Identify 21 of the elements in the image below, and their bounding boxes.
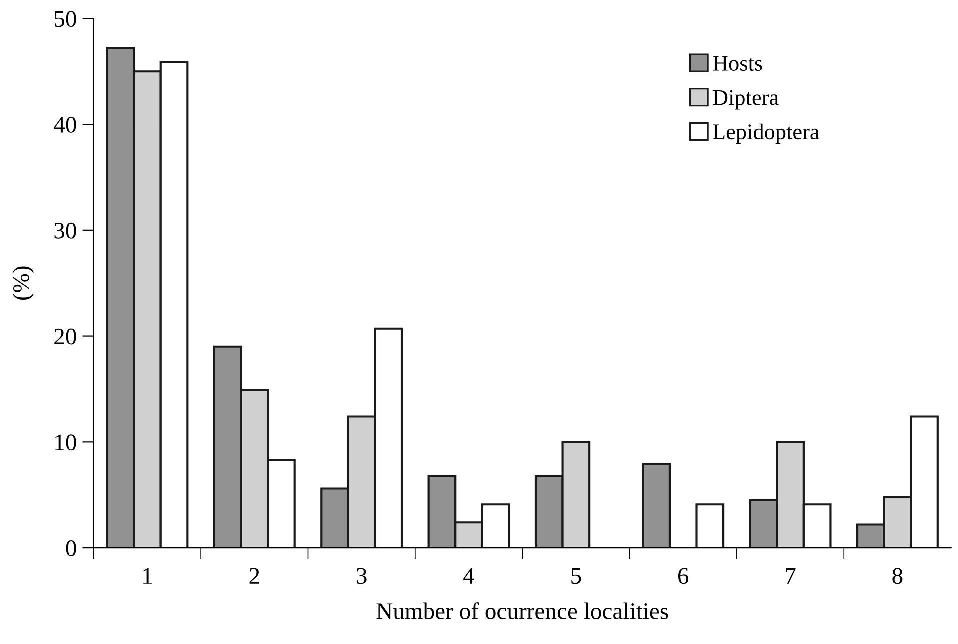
x-axis-title: Number of ocurrence localities xyxy=(376,602,668,620)
legend-label: Hosts xyxy=(713,56,762,71)
y-axis-title: (%) xyxy=(12,266,34,300)
x-tick-label: 4 xyxy=(464,568,475,584)
legend-label: Diptera xyxy=(713,90,779,110)
x-tick-label: 1 xyxy=(144,568,152,584)
x-tick-label: 7 xyxy=(786,568,796,584)
y-tick-label: 20 xyxy=(54,328,76,345)
y-tick-label: 10 xyxy=(56,434,76,451)
x-tick-label: 6 xyxy=(678,568,689,584)
y-tick-label: 30 xyxy=(54,222,76,239)
x-tick-label: 3 xyxy=(357,568,367,584)
bar xyxy=(696,504,725,548)
y-tick-label: 40 xyxy=(54,117,76,133)
bar xyxy=(642,463,671,548)
x-tick-label: 2 xyxy=(250,568,260,584)
x-tick-label: 5 xyxy=(572,568,582,584)
y-tick-label: 0 xyxy=(66,540,76,556)
y-tick-label: 50 xyxy=(54,11,76,28)
legend-label: Lepidoptera xyxy=(713,124,820,144)
x-tick-label: 8 xyxy=(892,568,903,584)
